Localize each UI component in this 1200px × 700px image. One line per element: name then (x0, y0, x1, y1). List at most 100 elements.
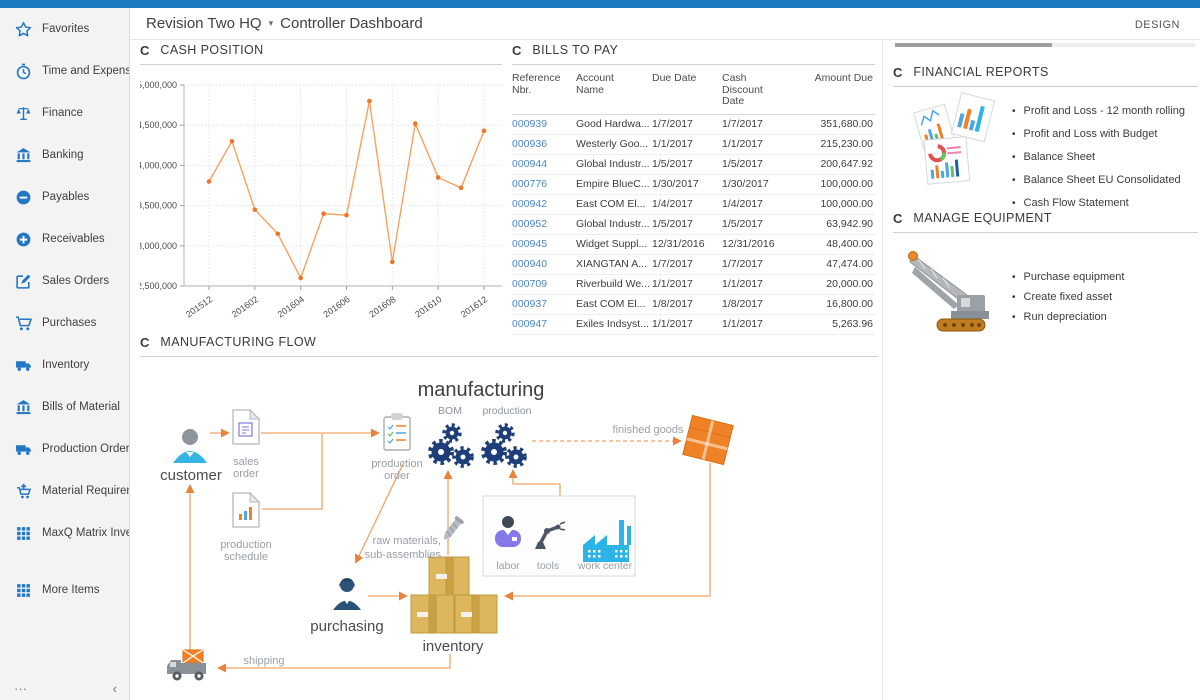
table-cell: 1/30/2017 (722, 178, 769, 190)
company-selector[interactable]: Revision Two HQ (146, 15, 262, 32)
reference-link[interactable]: 000709 (512, 278, 548, 290)
reference-link[interactable]: 000936 (512, 138, 548, 150)
svg-text:schedule: schedule (224, 551, 268, 563)
sidebar-item-receivables[interactable]: Receivables (0, 218, 129, 260)
svg-text:work center: work center (577, 560, 633, 572)
table-cell: 1/8/2017 (722, 298, 763, 310)
table-cell: 63,942.90 (826, 218, 873, 230)
widget-title: FINANCIAL REPORTS (913, 65, 1049, 79)
chevron-down-icon[interactable]: ▾ (268, 18, 274, 28)
sidebar-item-favorites[interactable]: Favorites (0, 8, 129, 50)
financial-report-link[interactable]: • Profit and Loss with Budget (1012, 128, 1185, 141)
link-label: Profit and Loss with Budget (1023, 128, 1158, 140)
equipment-action-link[interactable]: • Purchase equipment (1012, 271, 1124, 284)
divider (140, 64, 502, 65)
divider (893, 232, 1198, 233)
sidebar-item-production-orders[interactable]: Production Orders (0, 428, 129, 470)
reference-link[interactable]: 000947 (512, 318, 548, 330)
svg-text:64,500,000: 64,500,000 (140, 120, 177, 130)
table-cell: Riverbuild We... (576, 278, 650, 290)
column-header[interactable]: Reference Nbr. (512, 72, 561, 96)
purchasing-node (333, 578, 361, 610)
bullet-icon: • (1012, 129, 1016, 140)
svg-text:201512: 201512 (184, 294, 214, 319)
sidebar-more-button[interactable]: ··· (14, 681, 27, 696)
column-header[interactable]: Amount Due (814, 72, 873, 84)
column-header[interactable]: Due Date (652, 72, 697, 84)
financial-report-link[interactable]: • Balance Sheet EU Consolidated (1012, 174, 1185, 187)
financial-report-link[interactable]: • Profit and Loss - 12 month rolling (1012, 105, 1185, 118)
reference-link[interactable]: 000945 (512, 238, 548, 250)
reference-link[interactable]: 000942 (512, 198, 548, 210)
equipment-action-link[interactable]: • Create fixed asset (1012, 291, 1124, 304)
svg-text:tools: tools (537, 560, 559, 572)
manufacturing-flow-widget: C MANUFACTURING FLOW (140, 332, 878, 700)
refresh-icon[interactable]: C (893, 210, 903, 226)
table-cell: 48,400.00 (826, 238, 873, 250)
sidebar-item-banking[interactable]: Banking (0, 134, 129, 176)
reference-link[interactable]: 000944 (512, 158, 548, 170)
cart-icon (15, 315, 32, 332)
reference-link[interactable]: 000776 (512, 178, 548, 190)
table-row: 000942 East COM El... 1/4/2017 1/4/2017 100,… (512, 195, 875, 215)
refresh-icon[interactable]: C (140, 334, 150, 350)
sidebar-item-payables[interactable]: Payables (0, 176, 129, 218)
reference-link[interactable]: 000939 (512, 118, 548, 130)
table-cell: 1/7/2017 (652, 118, 693, 130)
svg-text:63,500,000: 63,500,000 (140, 201, 177, 211)
sidebar-item-more-items[interactable]: More Items (0, 569, 129, 611)
refresh-icon[interactable]: C (512, 42, 522, 58)
sidebar-item-label: MaxQ Matrix Invent... (42, 527, 129, 539)
column-header[interactable]: Cash Discount Date (722, 72, 763, 107)
svg-text:sub-assemblies: sub-assemblies (365, 549, 442, 561)
sidebar-item-purchases[interactable]: Purchases (0, 302, 129, 344)
table-cell: 1/7/2017 (652, 258, 693, 270)
financial-report-link[interactable]: • Balance Sheet (1012, 151, 1185, 164)
top-accent-bar (0, 0, 1200, 8)
svg-text:201608: 201608 (367, 294, 397, 319)
scrollbar-thumb[interactable] (895, 43, 1052, 47)
table-row: 000937 East COM El... 1/8/2017 1/8/2017 16,8… (512, 295, 875, 315)
sidebar-item-bills-of-material[interactable]: Bills of Material (0, 386, 129, 428)
sales-order-icon (232, 408, 261, 445)
sidebar-item-label: Receivables (42, 233, 105, 245)
financial-report-link[interactable]: • Cash Flow Statement (1012, 197, 1185, 210)
sidebar-item-finance[interactable]: Finance (0, 92, 129, 134)
sidebar-item-material-requirem[interactable]: Material Requirem... (0, 470, 129, 512)
sidebar-item-sales-orders[interactable]: Sales Orders (0, 260, 129, 302)
svg-text:201604: 201604 (276, 294, 306, 319)
svg-text:production: production (220, 539, 271, 551)
table-cell: Widget Suppl... (576, 238, 648, 250)
sidebar-item-time-and-expenses[interactable]: Time and Expenses (0, 50, 129, 92)
table-cell: 5,263.96 (832, 318, 873, 330)
refresh-icon[interactable]: C (140, 42, 150, 58)
widget-title: MANUFACTURING FLOW (160, 335, 317, 349)
production-schedule-icon (232, 491, 261, 528)
link-label: Balance Sheet (1023, 151, 1096, 163)
table-cell: 215,230.00 (820, 138, 873, 150)
flow-label-bom: BOM (438, 405, 462, 417)
table-cell: Global Industr... (576, 218, 650, 230)
reference-link[interactable]: 000952 (512, 218, 548, 230)
link-label: Create fixed asset (1023, 291, 1113, 303)
sidebar-item-label: Time and Expenses (42, 65, 129, 77)
table-cell: 1/5/2017 (652, 218, 693, 230)
sidebar-item-maxq-matrix-invent[interactable]: MaxQ Matrix Invent... (0, 512, 129, 554)
table-row: 000776 Empire BlueC... 1/30/2017 1/30/2017 1… (512, 175, 875, 195)
equipment-action-link[interactable]: • Run depreciation (1012, 311, 1124, 324)
reference-link[interactable]: 000940 (512, 258, 548, 270)
table-row: 000940 XIANGTAN A... 1/7/2017 1/7/2017 47,47… (512, 255, 875, 275)
bullet-icon: • (1012, 292, 1016, 303)
reference-link[interactable]: 000937 (512, 298, 548, 310)
table-cell: 100,000.00 (820, 178, 873, 190)
sidebar-item-inventory[interactable]: Inventory (0, 344, 129, 386)
bullet-icon: • (1012, 152, 1016, 163)
table-cell: Exiles Indsyst... (576, 318, 649, 330)
link-label: Balance Sheet EU Consolidated (1023, 174, 1181, 186)
column-header[interactable]: Account Name (576, 72, 614, 96)
svg-text:order: order (233, 468, 259, 480)
sidebar-collapse-button[interactable]: ‹ (112, 681, 117, 696)
design-button[interactable]: DESIGN (1129, 18, 1186, 32)
refresh-icon[interactable]: C (893, 64, 903, 80)
